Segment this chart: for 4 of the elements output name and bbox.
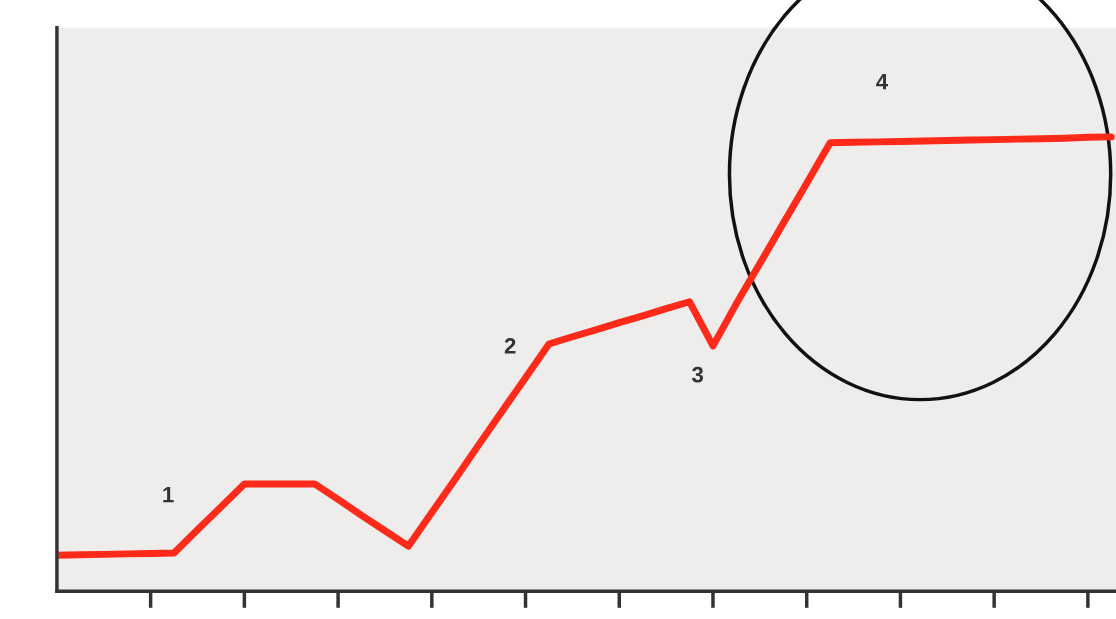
annotation: 1: [163, 486, 174, 503]
annotation: 2: [504, 338, 516, 354]
text: 4: [876, 74, 888, 90]
annotation: 3: [691, 366, 704, 383]
